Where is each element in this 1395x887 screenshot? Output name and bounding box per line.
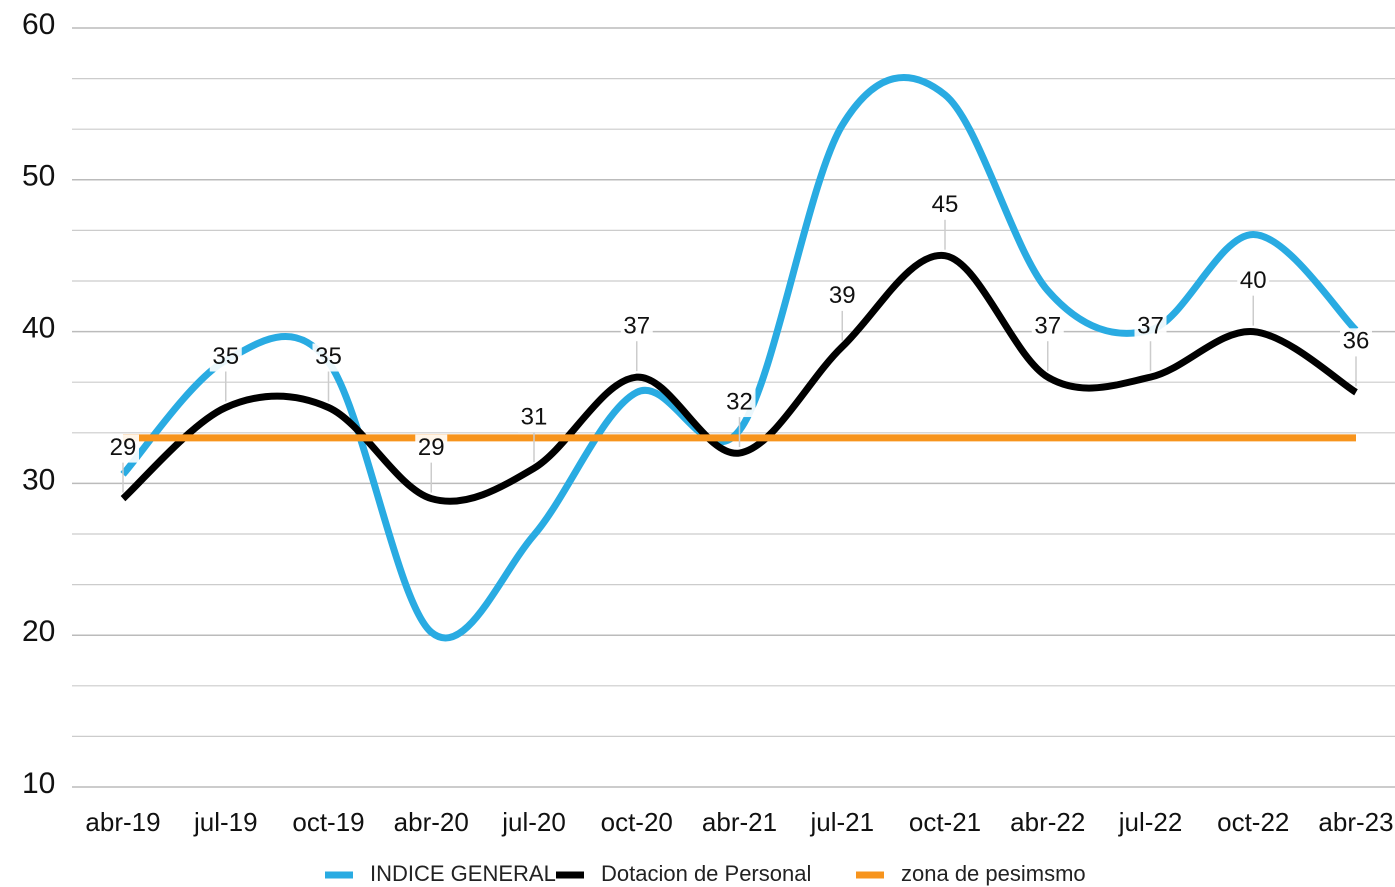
label-bg (929, 191, 961, 220)
label-bg (312, 343, 345, 372)
label-bg (620, 313, 653, 342)
data-label: 37 (623, 312, 650, 339)
x-tick-label: jul-21 (809, 807, 874, 837)
series-line (120, 74, 1359, 642)
data-label: 32 (726, 388, 753, 415)
label-bg (415, 434, 448, 463)
data-label: 35 (315, 343, 342, 370)
data-label: 37 (1034, 312, 1061, 339)
x-tick-label: oct-22 (1217, 807, 1289, 837)
legend-label: Dotacion de Personal (601, 861, 811, 886)
data-label: 39 (829, 282, 856, 309)
x-tick-label: abr-21 (702, 807, 777, 837)
data-label: 36 (1343, 328, 1370, 355)
label-bg (107, 434, 139, 463)
data-label: 37 (1137, 312, 1164, 339)
x-tick-label: abr-22 (1010, 807, 1085, 837)
x-tick-label: jul-19 (193, 807, 258, 837)
label-bg (1340, 328, 1372, 357)
x-tick-label: jul-22 (1118, 807, 1183, 837)
x-tick-label: jul-20 (501, 807, 566, 837)
label-bg (826, 282, 859, 311)
data-label: 29 (418, 434, 445, 461)
series-line (120, 252, 1358, 505)
data-label: 35 (212, 343, 239, 370)
label-bg (209, 343, 242, 372)
data-label: 31 (521, 404, 548, 431)
y-tick-label: 60 (22, 8, 55, 41)
label-bg (518, 404, 550, 433)
label-bg (1134, 313, 1167, 342)
x-tick-label: oct-21 (909, 807, 981, 837)
y-tick-label: 50 (22, 160, 55, 193)
data-label: 29 (110, 434, 137, 461)
y-tick-label: 10 (22, 767, 55, 800)
label-bg (1237, 267, 1270, 296)
y-tick-label: 40 (22, 312, 55, 345)
x-tick-label: abr-19 (85, 807, 160, 837)
y-tick-label: 20 (22, 615, 55, 648)
x-tick-label: oct-19 (292, 807, 364, 837)
label-bg (723, 389, 756, 418)
legend-label: zona de pesimsmo (901, 861, 1086, 886)
data-label: 40 (1240, 267, 1267, 294)
x-tick-label: abr-23 (1318, 807, 1393, 837)
data-label: 45 (932, 191, 959, 218)
x-tick-label: abr-20 (394, 807, 469, 837)
x-tick-label: oct-20 (601, 807, 673, 837)
y-tick-label: 30 (22, 463, 55, 496)
legend-label: INDICE GENERAL (370, 861, 556, 886)
label-bg (1031, 313, 1064, 342)
